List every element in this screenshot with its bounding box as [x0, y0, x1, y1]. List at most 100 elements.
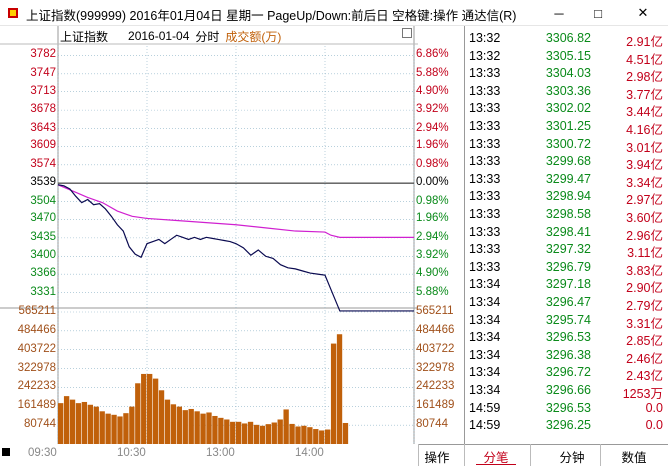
volume-bar [176, 406, 182, 444]
tick-row[interactable]: 13:33 3299.68 3.94亿 [465, 151, 668, 173]
volume-tick-label: 322978 [17, 361, 56, 374]
tick-time: 13:34 [469, 312, 501, 327]
tick-row[interactable]: 13:33 3299.47 3.34亿 [465, 169, 668, 190]
price-tick-label: 3504 [30, 194, 56, 207]
tick-row[interactable]: 13:32 3305.15 4.51亿 [465, 46, 668, 67]
chart-header-toggle-icon[interactable] [402, 28, 412, 38]
tick-time: 13:33 [469, 189, 501, 204]
tick-time: 13:33 [469, 154, 501, 169]
volume-bar [93, 406, 99, 444]
volume-bar [182, 410, 188, 444]
price-tick-label: 3747 [30, 66, 56, 79]
tick-row[interactable]: 13:34 3296.53 2.85亿 [465, 327, 668, 349]
tab-tick-trades[interactable]: 分笔 [476, 447, 516, 465]
volume-bar [141, 373, 147, 444]
tick-row[interactable]: 13:33 3302.02 3.44亿 [465, 98, 668, 119]
tick-time: 13:33 [469, 171, 501, 186]
percent-tick-label: 1.96% [416, 212, 449, 225]
intraday-chart[interactable] [0, 0, 464, 466]
volume-bar [99, 411, 105, 444]
tick-price: 3296.53 [545, 330, 591, 345]
tick-time: 13:33 [469, 242, 501, 257]
bottom-tab-bar [418, 444, 668, 466]
tick-amount: 2.46亿 [626, 351, 663, 366]
volume-bar [253, 424, 260, 444]
volume-tick-label: 403722 [17, 342, 56, 355]
tick-row[interactable]: 13:33 3300.72 3.01亿 [465, 134, 668, 155]
tick-row[interactable]: 14:59 3296.25 0.0 [465, 415, 668, 435]
volume-bar [259, 425, 266, 444]
tick-price: 3297.18 [545, 277, 591, 292]
tick-row[interactable]: 13:34 3297.18 2.90亿 [465, 274, 668, 295]
volume-bar [135, 383, 141, 444]
volume-bar [325, 429, 331, 444]
chart-security-name: 上证指数 [60, 29, 109, 44]
close-button[interactable]: ✕ [637, 5, 649, 20]
tick-row[interactable]: 13:34 3296.72 2.43亿 [465, 362, 668, 383]
volume-bar [313, 429, 319, 444]
window-titlebar: 上证指数(999999) 2016年01月04日 星期一 PageUp/Down… [0, 0, 668, 26]
average-price-line [57, 184, 414, 238]
tick-price: 3301.25 [545, 119, 591, 133]
volume-bar [319, 430, 325, 444]
tick-row[interactable]: 13:32 3306.82 2.91亿 [465, 28, 668, 49]
tick-row[interactable]: 13:33 3297.32 3.11亿 [465, 239, 668, 261]
volume-bar [87, 404, 93, 444]
tick-price: 3296.66 [545, 383, 591, 397]
chart-mode: 分时 [195, 29, 220, 44]
price-tick-label: 3470 [30, 212, 56, 225]
tick-row[interactable]: 13:33 3298.58 3.60亿 [465, 204, 668, 225]
volume-bar [277, 419, 283, 444]
tick-amount: 2.85亿 [626, 334, 663, 349]
tick-amount: 3.11亿 [627, 246, 663, 261]
chart-indicator-label[interactable]: 成交额(万) [225, 29, 282, 44]
volume-bar [152, 378, 159, 444]
tick-row[interactable]: 13:34 3295.74 3.31亿 [465, 310, 668, 331]
tick-row[interactable]: 14:59 3296.53 0.0 [465, 398, 668, 418]
tab-divider [418, 444, 419, 466]
volume-bar [271, 422, 277, 444]
tick-time: 13:33 [469, 224, 501, 239]
tick-row[interactable]: 13:34 3296.38 2.46亿 [465, 345, 668, 366]
tick-amount: 3.94亿 [626, 158, 663, 173]
tick-list[interactable]: 13:32 3306.82 2.91亿 13:32 3305.15 4.51亿 13:33 3… [464, 26, 668, 444]
volume-bar [218, 417, 224, 444]
tick-row[interactable]: 13:34 3296.66 1253万 [465, 380, 668, 401]
volume-bar [301, 425, 307, 444]
tick-row[interactable]: 13:33 3303.36 3.77亿 [465, 81, 668, 102]
tick-time: 13:33 [469, 119, 501, 133]
minimize-button[interactable]: ─ [554, 5, 564, 21]
tick-row[interactable]: 13:33 3298.41 2.96亿 [465, 222, 668, 243]
tab-values[interactable]: 数值 [621, 451, 647, 465]
percent-tick-label: 0.98% [416, 157, 449, 170]
volume-bar [212, 415, 218, 444]
tick-row[interactable]: 13:33 3298.94 2.97亿 [465, 186, 668, 207]
tick-amount: 0.0 [645, 418, 663, 433]
percent-tick-label: 5.88% [416, 66, 449, 79]
tab-minute[interactable]: 分钟 [559, 451, 585, 465]
tick-time: 13:33 [469, 259, 501, 274]
tick-row[interactable]: 13:33 3304.03 2.98亿 [465, 63, 668, 84]
tab-divider [600, 444, 601, 466]
volume-bar [58, 403, 64, 444]
tick-row[interactable]: 13:33 3301.25 4.16亿 [465, 116, 668, 137]
tick-amount: 4.51亿 [626, 52, 663, 67]
tick-amount: 3.31亿 [626, 316, 663, 331]
price-tick-label: 3678 [30, 103, 56, 116]
price-tick-label: 3643 [30, 121, 56, 134]
maximize-button[interactable]: □ [594, 5, 602, 21]
tick-price: 3303.36 [545, 83, 591, 98]
volume-bar [224, 419, 230, 444]
intraday-chart-panel[interactable] [0, 26, 464, 444]
volume-bar [117, 416, 123, 444]
tick-row[interactable]: 13:33 3296.79 3.83亿 [465, 257, 668, 278]
volume-bar [336, 334, 343, 444]
price-tick-label: 3400 [30, 249, 56, 262]
volume-bar [194, 411, 200, 444]
tick-row[interactable]: 13:34 3296.47 2.79亿 [465, 292, 668, 313]
price-tick-label: 3539 [30, 176, 56, 189]
chart-header: 上证指数 2016-01-04 分时 成交额(万) [60, 26, 281, 46]
percent-tick-label: 3.92% [416, 249, 449, 262]
tick-price: 3299.47 [545, 171, 591, 186]
tab-operations[interactable]: 操作 [424, 451, 450, 465]
